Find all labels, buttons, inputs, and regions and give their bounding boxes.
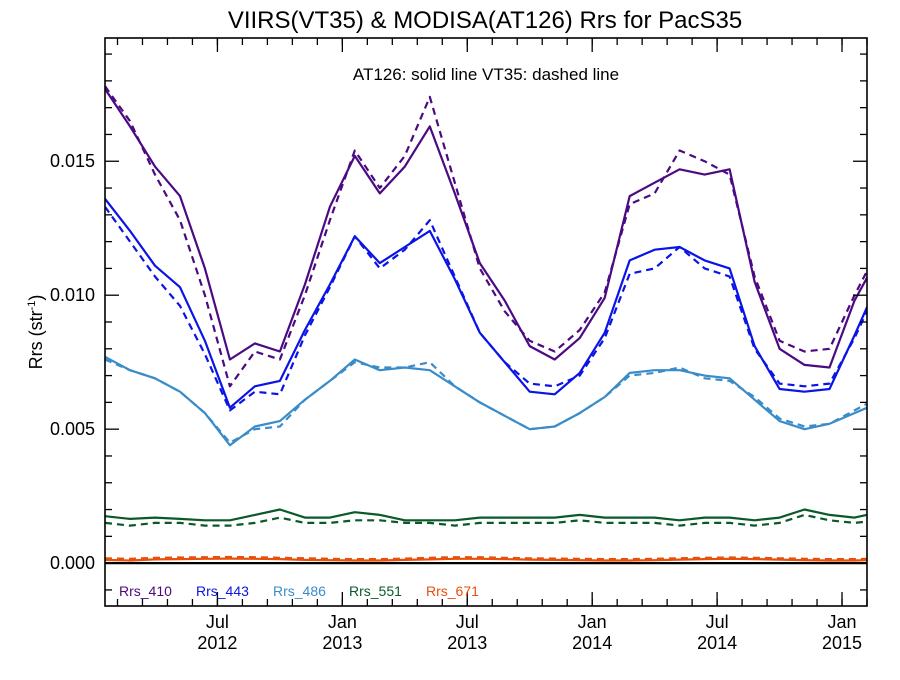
y-tick-label: 0.010 xyxy=(50,285,95,305)
y-axis-label-superscript: -1 xyxy=(26,301,38,311)
legend-entry-rrs-410: Rrs_410 xyxy=(119,583,172,599)
series-line-rrs-486-dashed xyxy=(105,358,867,444)
axes-layer: 0.0000.0050.0100.015Jul2012Jan2013Jul201… xyxy=(50,38,868,653)
series-line-rrs-410-solid xyxy=(105,88,867,369)
line-style-annotation: AT126: solid line VT35: dashed line xyxy=(353,65,619,84)
legend-entry-rrs-671: Rrs_671 xyxy=(426,583,479,599)
y-tick-label: 0.000 xyxy=(50,553,95,573)
chart-title: VIIRS(VT35) & MODISA(AT126) Rrs for PacS… xyxy=(228,7,742,34)
series-line-rrs-486-solid xyxy=(105,355,867,447)
series-line-rrs-443-dashed xyxy=(105,206,867,412)
series-layer xyxy=(105,85,867,562)
x-tick-label-year: 2015 xyxy=(822,633,862,653)
x-tick-label-month: Jul xyxy=(206,612,229,632)
legend: Rrs_410 Rrs_443 Rrs_486 Rrs_551 Rrs_671 xyxy=(119,583,479,599)
x-tick-label-month: Jan xyxy=(578,612,607,632)
x-tick-label-year: 2012 xyxy=(197,633,237,653)
y-tick-label: 0.005 xyxy=(50,419,95,439)
series-line-rrs-410-dashed xyxy=(105,85,867,388)
series-line-rrs-671-dashed xyxy=(105,555,867,561)
legend-entry-rrs-486: Rrs_486 xyxy=(273,583,326,599)
y-axis-label: Rrs (str-1) xyxy=(26,295,46,370)
y-tick-label: 0.015 xyxy=(50,151,95,171)
x-tick-label-year: 2014 xyxy=(697,633,737,653)
x-tick-label-month: Jan xyxy=(828,612,857,632)
x-tick-label-year: 2013 xyxy=(322,633,362,653)
x-tick-label-month: Jul xyxy=(706,612,729,632)
series-line-rrs-551-solid xyxy=(105,508,867,522)
y-axis-label-main: Rrs (str xyxy=(26,310,46,369)
x-tick-label-year: 2013 xyxy=(447,633,487,653)
series-line-rrs-551-dashed xyxy=(105,513,867,527)
legend-entry-rrs-443: Rrs_443 xyxy=(196,583,249,599)
y-axis-label-tail: ) xyxy=(26,295,46,301)
series-line-rrs-671-solid xyxy=(105,557,867,562)
x-tick-label-year: 2014 xyxy=(572,633,612,653)
x-tick-label-month: Jul xyxy=(456,612,479,632)
plot-frame xyxy=(104,37,868,607)
x-tick-label-month: Jan xyxy=(328,612,357,632)
legend-entry-rrs-551: Rrs_551 xyxy=(349,583,402,599)
